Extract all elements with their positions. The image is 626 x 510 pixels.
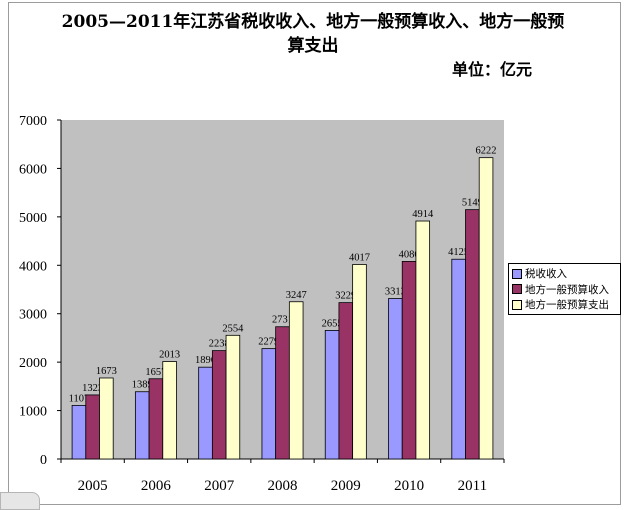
legend-item-local-revenue: 地方一般预算收入 (512, 282, 620, 298)
bar (415, 220, 431, 460)
data-label: 5149 (462, 198, 483, 209)
bar (478, 157, 494, 460)
y-tick-label: 2000 (19, 356, 47, 371)
bar (198, 366, 213, 460)
bar (134, 391, 150, 460)
data-label: 2554 (222, 323, 244, 334)
bar (162, 361, 177, 460)
bar (388, 298, 403, 460)
data-label: 2655 (322, 318, 343, 329)
bar (71, 404, 87, 460)
bar (288, 301, 304, 460)
x-tick-label: 2011 (458, 478, 487, 494)
legend-label-local-expenditure: 地方一般预算支出 (525, 299, 609, 312)
chart-title-line-1: 2005—2011年江苏省税收收入、地方一般预算收入、地方一般预 (61, 12, 565, 32)
x-tick-label: 2010 (394, 478, 424, 494)
bar (324, 330, 340, 460)
bar (99, 377, 114, 460)
data-label: 1389 (132, 380, 153, 391)
bar (451, 258, 466, 460)
bar (211, 350, 227, 460)
y-tick-label: 0 (40, 453, 47, 468)
legend-item-tax: 税收收入 (512, 266, 620, 282)
bar (352, 264, 367, 460)
y-tick-label: 4000 (19, 259, 47, 274)
y-tick-label: 7000 (19, 114, 47, 129)
x-tick-label: 2005 (78, 478, 108, 494)
data-label: 2731 (272, 315, 293, 326)
data-label: 2013 (159, 350, 180, 361)
data-label: 3313 (385, 287, 406, 298)
data-label: 3247 (286, 290, 307, 301)
data-label: 3229 (335, 291, 356, 302)
x-tick-label: 2007 (204, 478, 235, 494)
chart-title: 2005—2011年江苏省税收收入、地方一般预算收入、地方一般预 算支出 (0, 10, 626, 58)
x-tick-label: 2008 (268, 478, 298, 494)
bar (261, 348, 277, 460)
legend: 税收收入 地方一般预算收入 地方一般预算支出 (508, 263, 621, 315)
legend-item-local-expenditure: 地方一般预算支出 (512, 297, 620, 313)
y-tick-label: 6000 (19, 162, 47, 177)
y-tick-label: 3000 (19, 308, 47, 323)
data-label: 4080 (399, 249, 420, 260)
legend-swatch-local-revenue (512, 284, 522, 295)
legend-swatch-tax (512, 268, 522, 279)
data-label: 4125 (448, 247, 469, 258)
bar (401, 261, 417, 460)
data-label: 1673 (96, 366, 117, 377)
chart-title-line-2: 算支出 (287, 36, 339, 56)
data-label: 2238 (209, 339, 230, 350)
bar (148, 378, 164, 460)
data-label: 6222 (476, 146, 497, 157)
data-label: 2279 (258, 337, 279, 348)
data-label: 1323 (82, 383, 103, 394)
legend-swatch-local-expenditure (512, 299, 522, 310)
legend-label-tax: 税收收入 (525, 268, 567, 281)
bar (465, 209, 480, 460)
y-tick-label: 5000 (19, 211, 47, 226)
unit-label: 单位：亿元 (452, 60, 533, 79)
data-label: 4914 (412, 209, 434, 220)
x-tick-label: 2006 (141, 478, 172, 494)
bar (338, 302, 354, 460)
window-corner-tab[interactable] (0, 492, 40, 510)
data-label: 4017 (349, 252, 370, 263)
bar (275, 326, 290, 460)
legend-label-local-revenue: 地方一般预算收入 (525, 283, 609, 296)
data-label: 1896 (195, 355, 216, 366)
bar (85, 394, 100, 460)
y-tick-label: 1000 (19, 405, 47, 420)
data-label: 1657 (145, 367, 166, 378)
bar (225, 334, 241, 460)
x-tick-label: 2009 (331, 478, 361, 494)
data-label: 1107 (69, 393, 90, 404)
